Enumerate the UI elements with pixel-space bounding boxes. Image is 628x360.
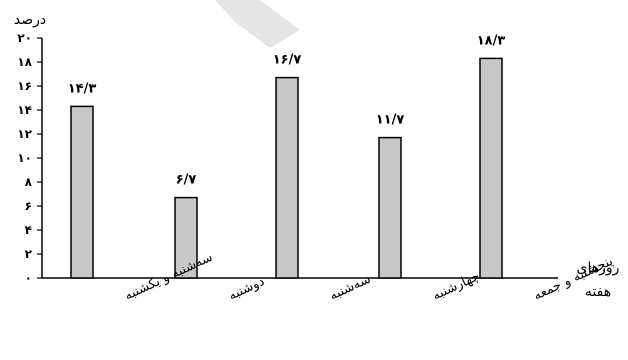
bar — [479, 57, 503, 279]
bar-value-label: ۶/۷ — [176, 173, 197, 188]
bar-value-label: ۱۸/۳ — [477, 33, 506, 48]
y-tick-label: ۶ — [25, 199, 32, 213]
y-tick-label: ۱۸ — [17, 55, 32, 69]
y-tick-label: ۲ — [25, 247, 33, 261]
y-tick-label: ۲۰ — [17, 31, 32, 45]
x-category-label: سه‌شنبه و یکشنبه — [122, 250, 215, 304]
bar-value-label: ۱۶/۷ — [273, 53, 302, 68]
x-axis-title-line2: هفته — [585, 284, 611, 300]
y-tick-label: ۱۰ — [17, 151, 32, 165]
bar — [70, 105, 94, 279]
y-tick-label: ۰ — [25, 271, 32, 285]
y-tick-label: ۸ — [25, 175, 33, 189]
x-category-label: چهارشنبه — [430, 269, 482, 304]
y-tick-label: ۴ — [25, 223, 32, 237]
bar — [174, 196, 198, 279]
bars: ۱۴/۳ ۶/۷ ۱۶/۷ ۱۱/۷ ۱۸/۳ — [68, 33, 506, 279]
bar — [275, 76, 299, 279]
y-tick-label: ۱۴ — [17, 103, 32, 117]
y-axis-ticks: ۰ ۲ ۴ ۶ ۸ ۱۰ ۱۲ ۱۴ ۱۶ ۱۸ ۲۰ — [17, 31, 42, 285]
bar — [378, 136, 402, 279]
y-tick-label: ۱۶ — [17, 79, 32, 93]
bar-value-label: ۱۴/۳ — [68, 81, 97, 96]
watermark-shape — [215, 0, 300, 48]
y-tick-label: ۱۲ — [17, 127, 32, 141]
y-axis-title: درصد — [14, 12, 46, 28]
bar-value-label: ۱۱/۷ — [376, 113, 405, 128]
x-category-label: سه‌شنبه — [327, 272, 373, 304]
x-axis-title-line1: روزهای — [577, 260, 620, 276]
